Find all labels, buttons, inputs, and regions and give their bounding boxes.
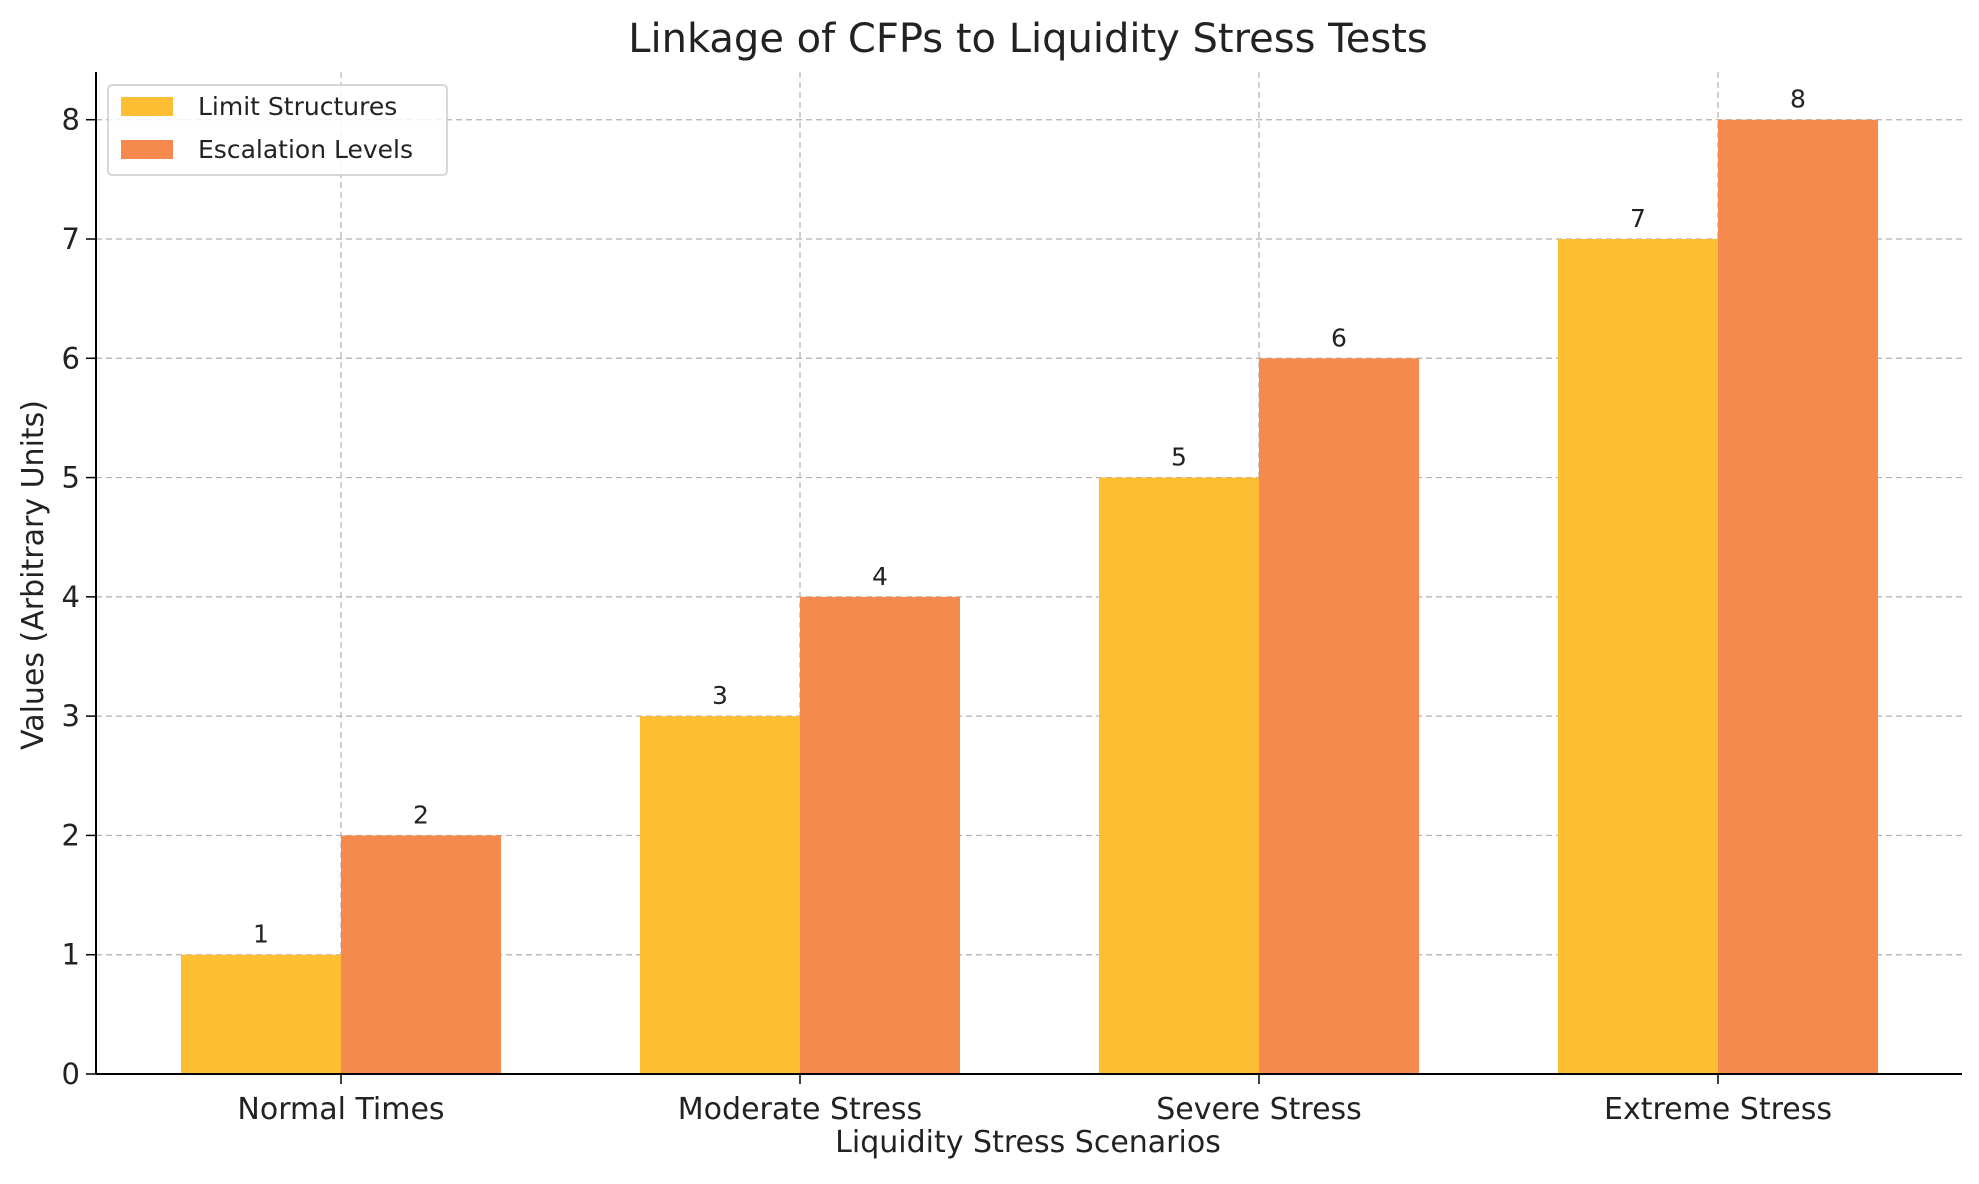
x-tick-label: Normal Times xyxy=(237,1092,444,1127)
bar-value-label: 3 xyxy=(712,681,728,710)
data-labels: 1 2 3 4 5 6 7 8 xyxy=(253,85,1806,949)
y-tick-label: 1 xyxy=(62,938,80,972)
bar-value-label: 2 xyxy=(413,800,429,829)
y-tick-label: 8 xyxy=(62,103,80,137)
bars xyxy=(181,119,1878,1075)
legend-label-escalation-levels: Escalation Levels xyxy=(198,135,413,164)
bar-escalation-levels xyxy=(800,596,960,1074)
y-tick-label: 6 xyxy=(62,341,80,375)
legend: Limit Structures Escalation Levels xyxy=(107,84,448,176)
legend-swatch-escalation-levels xyxy=(121,140,173,159)
bar-escalation-levels xyxy=(341,835,501,1074)
x-axis-label: Liquidity Stress Scenarios xyxy=(835,1125,1221,1160)
y-tick-label: 2 xyxy=(62,818,80,852)
bar-limit-structures xyxy=(640,716,800,1074)
bar-value-label: 8 xyxy=(1790,85,1806,114)
legend-swatch-limit-structures xyxy=(121,97,173,116)
y-tick-label: 3 xyxy=(62,699,80,733)
bar-value-label: 5 xyxy=(1171,443,1187,472)
x-tick-label: Severe Stress xyxy=(1156,1092,1362,1127)
x-ticks: Normal Times Moderate Stress Severe Stress… xyxy=(237,1074,1832,1127)
bar-limit-structures xyxy=(1099,477,1259,1075)
bar-value-label: 7 xyxy=(1630,204,1646,233)
bar-limit-structures xyxy=(1558,239,1718,1074)
x-tick-label: Moderate Stress xyxy=(678,1092,922,1127)
y-ticks: 0 1 2 3 4 5 6 7 8 xyxy=(62,103,96,1091)
y-tick-label: 7 xyxy=(62,222,80,256)
chart-title: Linkage of CFPs to Liquidity Stress Test… xyxy=(628,16,1428,62)
bar-value-label: 1 xyxy=(253,920,269,949)
bar-escalation-levels xyxy=(1259,358,1419,1074)
y-tick-label: 4 xyxy=(62,580,80,614)
x-tick-label: Extreme Stress xyxy=(1604,1092,1832,1127)
bar-limit-structures xyxy=(181,954,341,1074)
y-tick-label: 0 xyxy=(62,1057,80,1091)
legend-box xyxy=(107,84,448,176)
legend-label-limit-structures: Limit Structures xyxy=(198,92,397,121)
y-axis-label: Values (Arbitrary Units) xyxy=(16,400,51,750)
bar-value-label: 4 xyxy=(872,562,888,591)
bar-value-label: 6 xyxy=(1331,323,1347,352)
bar-escalation-levels xyxy=(1718,119,1878,1074)
y-tick-label: 5 xyxy=(62,461,80,495)
